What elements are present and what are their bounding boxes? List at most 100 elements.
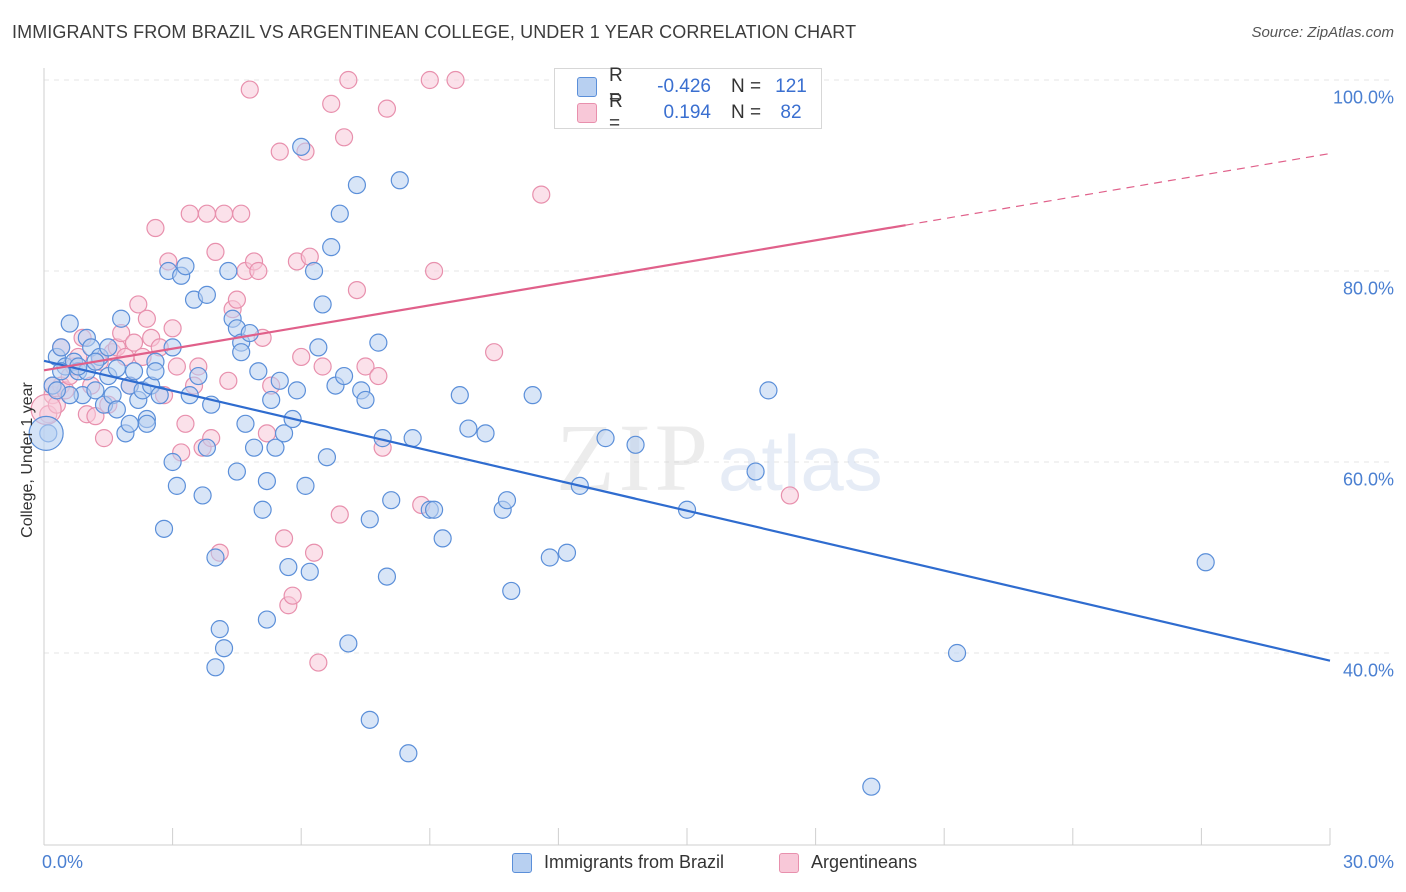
argentinean-point (129, 295, 148, 314)
argentinean-point (214, 204, 234, 223)
brazil-point (334, 366, 354, 386)
brazil-point (450, 386, 469, 405)
legend-item-argentinean[interactable]: Argentineans (779, 852, 917, 873)
argentinean-point (347, 281, 367, 300)
brazil-point (313, 295, 332, 314)
brazil-point (433, 529, 452, 548)
brazil-point (369, 333, 388, 352)
brazil-point (249, 362, 268, 381)
brazil-point (163, 452, 182, 472)
argentinean-point (313, 357, 332, 376)
legend: Immigrants from Brazil Argentineans (0, 852, 1406, 878)
stats-row-brazil: R = -0.426 N = 121 (577, 65, 811, 108)
legend-swatch-brazil (512, 852, 532, 873)
argentinean-point (270, 142, 289, 161)
brazil-point (99, 338, 118, 357)
argentinean-point (137, 309, 156, 328)
brazil-point (424, 500, 444, 519)
brazil-point (227, 462, 246, 481)
x-tick-label-min: 0.0% (42, 852, 84, 872)
brazil-point (403, 429, 422, 448)
brazil-point (236, 414, 255, 433)
argentinean-point (322, 94, 341, 113)
argentinean-point (180, 204, 199, 223)
argentinean-point (163, 319, 182, 338)
brazil-point (746, 462, 765, 481)
brazil-point (502, 581, 521, 601)
brazil-point (197, 438, 216, 457)
brazil-point (167, 476, 186, 495)
brazil-point (86, 381, 105, 400)
argentinean-point (420, 70, 439, 90)
brazil-point (253, 500, 272, 519)
brazil-point (52, 338, 71, 357)
brazil-point (189, 366, 208, 386)
n-label: N = (731, 76, 762, 97)
gridlines (44, 79, 1392, 654)
r-label: R = (609, 65, 623, 108)
brazil-point (399, 744, 418, 763)
brazil-point (60, 314, 79, 333)
brazil-point (197, 285, 216, 304)
brazil-point (947, 643, 967, 663)
argentinean-point (339, 70, 358, 90)
axes (43, 68, 1331, 846)
brazil-point (240, 323, 259, 343)
brazil-point (124, 362, 144, 381)
brazil-point (257, 610, 277, 629)
brazil-point (206, 658, 225, 677)
brazil-point (356, 390, 375, 410)
brazil-point (176, 257, 195, 276)
brazil-point (382, 491, 401, 510)
n-label: N = (731, 102, 762, 123)
argentinean-point (424, 261, 444, 281)
brazil-point (377, 567, 397, 586)
brazil-point (476, 424, 495, 443)
y-tick-label: 100.0% (1332, 87, 1394, 108)
brazil-point (360, 710, 379, 729)
brazil-point (304, 261, 324, 281)
brazil-point (292, 137, 311, 156)
watermark-atlas: atlas (718, 419, 883, 507)
argentinean-point (330, 505, 349, 524)
brazil-points (28, 137, 1215, 796)
brazil-point (206, 548, 225, 567)
brazil-point (497, 491, 517, 510)
argentinean-point (356, 357, 375, 376)
brazil-point (146, 362, 165, 381)
trend-lines (43, 152, 1331, 662)
argentinean-point (485, 343, 504, 362)
brazil-point (759, 381, 778, 400)
brazil-point (317, 448, 337, 467)
legend-item-brazil[interactable]: Immigrants from Brazil (512, 852, 724, 873)
legend-label-brazil: Immigrants from Brazil (544, 852, 725, 872)
brazil-point (279, 557, 298, 577)
brazil-point (540, 548, 559, 567)
brazil-point (347, 175, 367, 195)
argentinean-point (249, 261, 268, 281)
argentinean-point (219, 371, 238, 390)
y-tick-label: 40.0% (1342, 660, 1394, 681)
argentinean-point (146, 218, 165, 238)
argentinean-point (232, 204, 251, 223)
brazil-point (390, 171, 409, 190)
brazil-point (274, 424, 294, 443)
brazil-point (210, 620, 229, 639)
brazil-point (154, 519, 174, 538)
brazil-point (322, 238, 341, 257)
argentinean-point (283, 586, 302, 605)
legend-label-argentinean: Argentineans (811, 852, 918, 872)
y-tick-label: 80.0% (1342, 278, 1394, 299)
argentinean-trend-line (43, 224, 906, 372)
brazil-point (120, 414, 139, 433)
brazil-point (214, 639, 234, 658)
argentinean-swatch (577, 103, 597, 123)
brazil-point (244, 438, 264, 457)
brazil-point (309, 338, 328, 357)
argentinean-r-value: 0.194 (663, 102, 711, 123)
brazil-point (287, 381, 307, 400)
chart-title: IMMIGRANTS FROM BRAZIL VS ARGENTINEAN CO… (12, 22, 857, 42)
argentinean-point (532, 185, 551, 204)
brazil-point (626, 435, 645, 454)
brazil-n-value: 121 (775, 76, 807, 97)
